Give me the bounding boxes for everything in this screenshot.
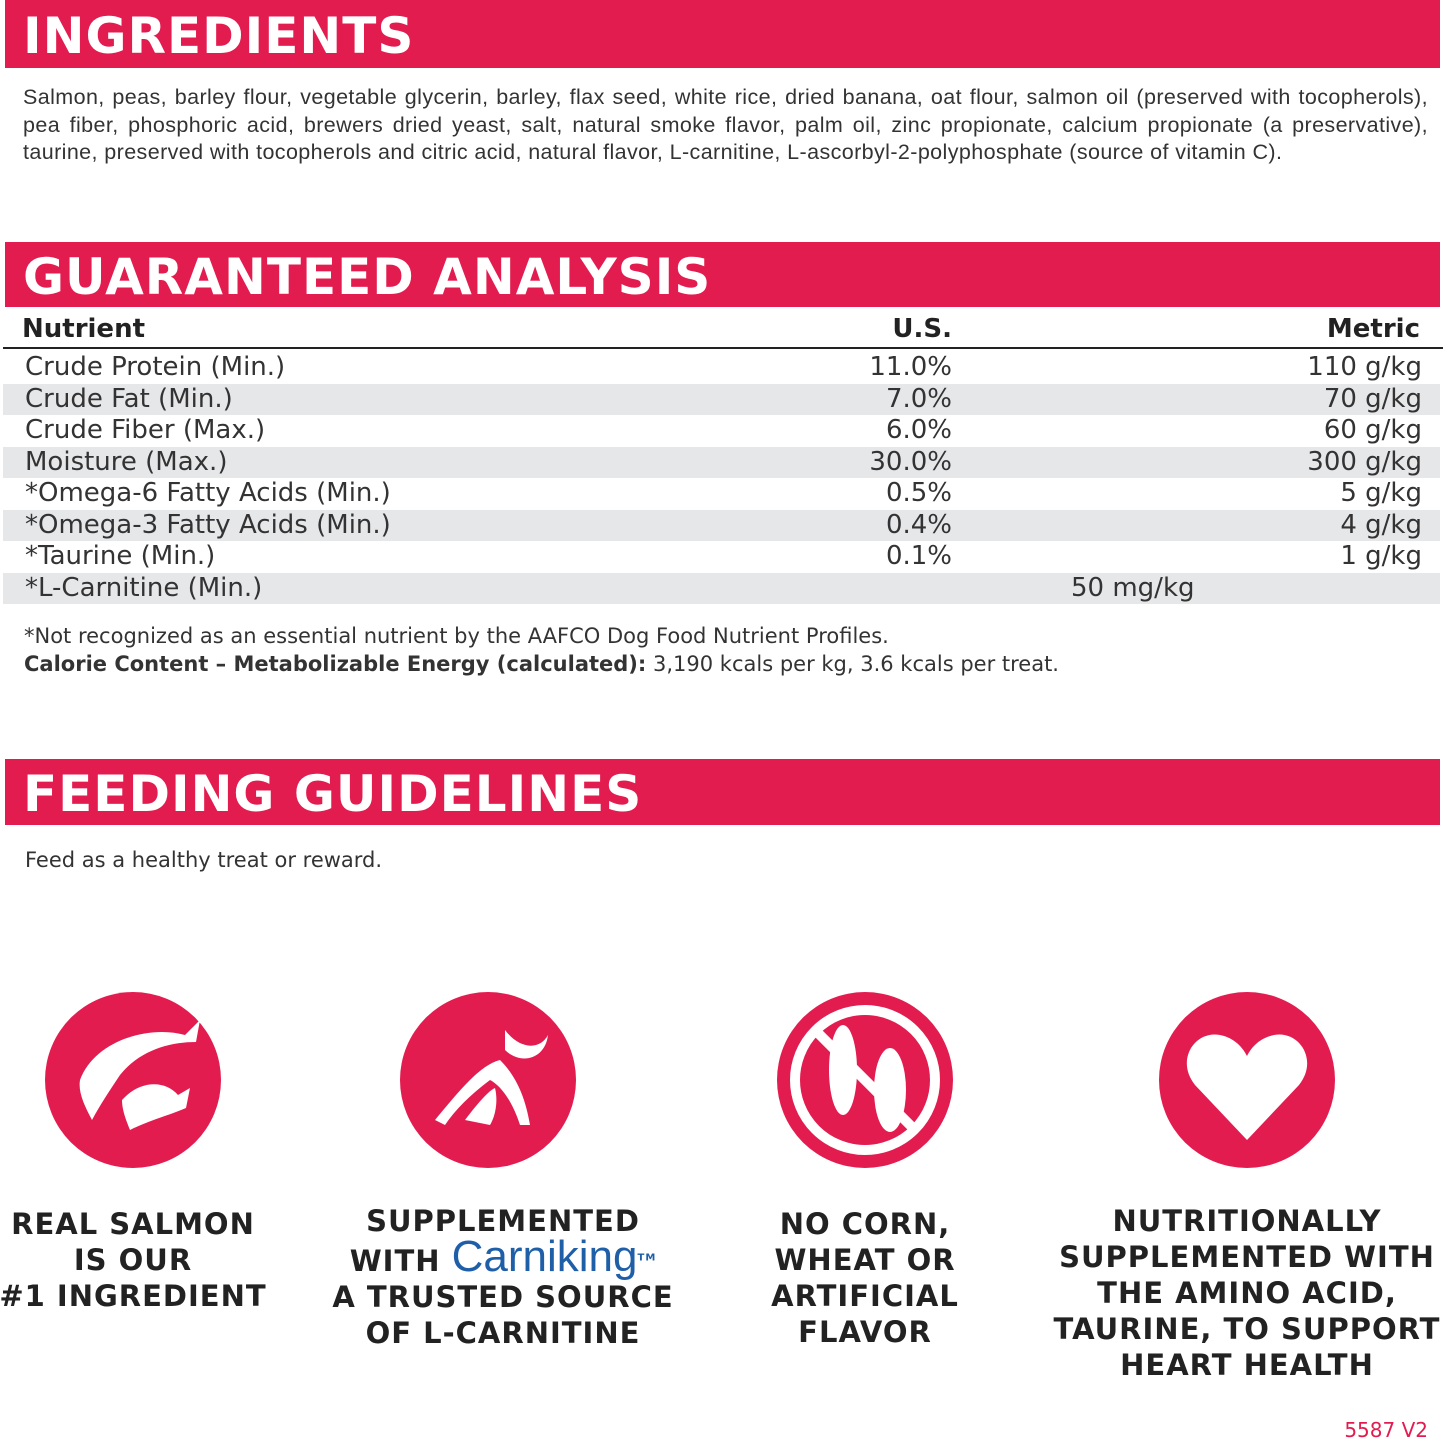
feature-caption: NUTRITIONALLY SUPPLEMENTED WITH THE AMINO …	[1037, 1203, 1445, 1383]
trademark: TM	[637, 1252, 657, 1264]
ingredients-text: Salmon, peas, barley flour, vegetable gl…	[23, 85, 1428, 164]
section-header: GUARANTEED ANALYSIS	[5, 242, 1440, 307]
caption-line: SUPPLEMENTED	[366, 1204, 640, 1238]
us-value: 11.0%	[869, 352, 952, 382]
table-row: *Omega-6 Fatty Acids (Min.) 0.5% 5 g/kg	[3, 478, 1440, 510]
metric-value: 70 g/kg	[1323, 383, 1422, 414]
section-header: INGREDIENTS	[5, 0, 1440, 68]
nutrient-name: Crude Fat (Min.)	[25, 383, 233, 414]
caption-line: TAURINE, TO SUPPORT	[1053, 1312, 1441, 1346]
calorie-label: Calorie Content – Metabolizable Energy (…	[24, 652, 647, 676]
caption-line: IS OUR	[73, 1243, 193, 1277]
section-header: FEEDING GUIDELINES	[5, 759, 1440, 825]
metric-value: 5 g/kg	[1340, 478, 1422, 508]
metric-value: 1 g/kg	[1340, 541, 1422, 571]
caption-line: WITH CarnikingTM	[293, 1235, 713, 1279]
caption-line: OF L-CARNITINE	[365, 1316, 641, 1350]
column-header: Metric	[1326, 314, 1420, 344]
carnitine-icon	[400, 992, 576, 1168]
caption-line: FLAVOR	[798, 1315, 932, 1349]
caption-line: NUTRITIONALLY	[1112, 1204, 1382, 1238]
us-value: 30.0%	[869, 446, 952, 477]
nutrient-name: Moisture (Max.)	[25, 446, 228, 477]
caption-line: THE AMINO ACID,	[1097, 1276, 1397, 1310]
caption-line: REAL SALMON	[11, 1207, 255, 1241]
metric-value: 110 g/kg	[1307, 352, 1422, 382]
nutrient-name: *Taurine (Min.)	[25, 541, 216, 571]
caption-line: NO CORN,	[779, 1207, 951, 1241]
table-row: *Taurine (Min.) 0.1% 1 g/kg	[3, 541, 1440, 573]
table-row: Moisture (Max.) 30.0% 300 g/kg	[3, 446, 1440, 478]
us-value: 0.5%	[885, 478, 952, 508]
caption-line: ARTIFICIAL	[771, 1279, 959, 1313]
nutrient-name: *Omega-3 Fatty Acids (Min.)	[25, 509, 391, 540]
us-value: 6.0%	[885, 415, 952, 445]
nutrient-name: *Omega-6 Fatty Acids (Min.)	[25, 478, 391, 508]
column-header: Nutrient	[22, 314, 146, 344]
no-grain-icon	[777, 992, 953, 1168]
calorie-content: Calorie Content – Metabolizable Energy (…	[24, 652, 1059, 676]
caption-lines: A TRUSTED SOURCE OF L-CARNITINE	[293, 1279, 713, 1351]
combined-value: 50 mg/kg	[1071, 572, 1195, 603]
calorie-value: 3,190 kcals per kg, 3.6 kcals per treat.	[653, 652, 1059, 676]
table-row: Crude Fiber (Max.) 6.0% 60 g/kg	[3, 415, 1440, 447]
us-value: 0.1%	[885, 541, 952, 571]
caption-line: A TRUSTED SOURCE	[332, 1280, 674, 1314]
caption-line: SUPPLEMENTED WITH	[1059, 1240, 1435, 1274]
caption-line: WHEAT OR	[774, 1243, 956, 1277]
caption-line: #1 INGREDIENT	[0, 1279, 267, 1313]
table-row: Crude Protein (Min.) 11.0% 110 g/kg	[3, 352, 1440, 384]
table-row: *Omega-3 Fatty Acids (Min.) 0.4% 4 g/kg	[3, 509, 1440, 541]
us-value: 0.4%	[885, 509, 952, 540]
column-header: U.S.	[892, 314, 952, 344]
caption-line: HEART HEALTH	[1120, 1348, 1374, 1382]
metric-value: 300 g/kg	[1307, 446, 1422, 477]
nutrient-name: *L-Carnitine (Min.)	[25, 572, 263, 603]
product-code: 5587 V2	[1344, 1418, 1428, 1442]
nutrient-name: Crude Protein (Min.)	[25, 352, 286, 382]
table-row: *L-Carnitine (Min.) 50 mg/kg	[3, 572, 1440, 604]
metric-value: 60 g/kg	[1323, 415, 1422, 445]
metric-value: 4 g/kg	[1340, 509, 1422, 540]
us-value: 7.0%	[885, 383, 952, 414]
nutrient-name: Crude Fiber (Max.)	[25, 415, 266, 445]
feature-caption: NO CORN, WHEAT OR ARTIFICIAL FLAVOR	[655, 1206, 1075, 1350]
salmon-icon	[45, 992, 221, 1168]
icons	[45, 992, 1335, 1168]
feature-caption: SUPPLEMENTED WITH CarnikingTM A TRUSTED …	[293, 1203, 713, 1351]
header-rule	[3, 347, 1443, 349]
footnote: *Not recognized as an essential nutrient…	[24, 624, 889, 648]
brand-name: Carniking	[451, 1232, 638, 1281]
caption-word: WITH	[349, 1244, 441, 1278]
feeding-text: Feed as a healthy treat or reward.	[25, 848, 383, 872]
feature-caption: REAL SALMON IS OUR #1 INGREDIENT	[0, 1206, 343, 1314]
heart-icon	[1159, 992, 1335, 1168]
table-row: Crude Fat (Min.) 7.0% 70 g/kg	[3, 383, 1440, 415]
